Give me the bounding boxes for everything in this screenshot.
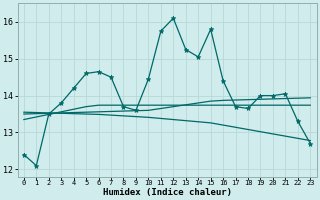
X-axis label: Humidex (Indice chaleur): Humidex (Indice chaleur)	[103, 188, 232, 197]
